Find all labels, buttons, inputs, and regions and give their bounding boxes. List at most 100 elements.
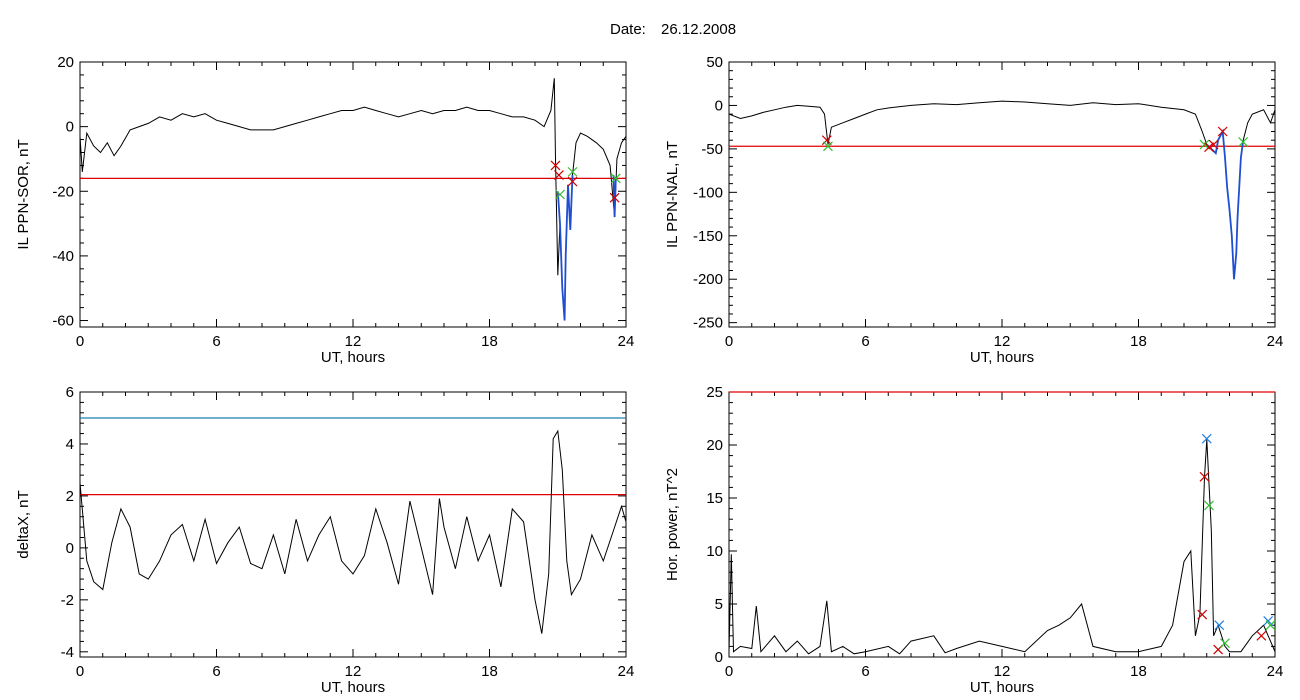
marker-stroke <box>567 166 578 177</box>
y-tick-label: 0 <box>715 649 723 666</box>
marker-red <box>553 170 564 181</box>
plot-frame <box>79 61 627 328</box>
x-tick-label: 18 <box>1130 333 1147 350</box>
y-tick-label: 0 <box>66 119 74 136</box>
series-group <box>729 439 1275 655</box>
y-tick-label: 20 <box>57 54 74 71</box>
marker-stroke <box>823 141 833 152</box>
x-tick-label: 18 <box>481 663 498 680</box>
y-tick-label: -50 <box>701 141 723 158</box>
y-axis-label: Hor. power, nT^2 <box>664 468 681 581</box>
marker-blue <box>1201 433 1212 444</box>
marker-red <box>1256 630 1267 641</box>
x-tick-label: 6 <box>861 663 869 680</box>
y-tick-label: 6 <box>66 384 74 401</box>
x-tick-label: 0 <box>725 663 733 680</box>
marker-green <box>1238 137 1249 147</box>
marker-stroke <box>1263 616 1274 626</box>
y-tick-label: 10 <box>706 543 723 560</box>
y-tick-label: -150 <box>693 228 723 245</box>
x-tick-label: 12 <box>994 333 1011 350</box>
y-tick-label: 4 <box>66 436 74 453</box>
series-group <box>80 78 626 321</box>
marker-stroke <box>1238 137 1249 147</box>
y-axis-label: deltaX, nT <box>15 490 32 558</box>
marker-red <box>550 160 561 171</box>
plot-frame <box>728 61 1276 328</box>
data-line <box>80 429 626 634</box>
marker-red <box>1204 142 1214 153</box>
y-tick-label: -200 <box>693 271 723 288</box>
marker-stroke <box>1197 609 1208 620</box>
x-tick-label: 12 <box>345 333 362 350</box>
y-tick-label: 20 <box>706 437 723 454</box>
x-tick-label: 12 <box>994 663 1011 680</box>
y-tick-label: -2 <box>61 592 74 609</box>
marker-green <box>1265 620 1276 631</box>
marker-stroke <box>1199 471 1210 482</box>
y-tick-label: -100 <box>693 184 723 201</box>
y-tick-label: -250 <box>693 315 723 332</box>
chart-p1: 0 6 12 18 24 -60 -40 -20 0 20 UT, hours IL PPN-SOR,… <box>15 54 634 366</box>
marker-red <box>609 192 620 203</box>
y-tick-label: 50 <box>706 54 723 71</box>
data-line <box>729 439 1275 655</box>
x-axis-label: UT, hours <box>321 349 385 366</box>
y-tick-label: -40 <box>52 248 74 265</box>
marker-green <box>1220 638 1230 649</box>
marker-stroke <box>1256 630 1267 641</box>
marker-red <box>821 135 832 146</box>
marker-stroke <box>1220 638 1230 649</box>
x-axis-label: UT, hours <box>321 679 385 696</box>
marker-red <box>1197 609 1208 620</box>
marker-red <box>1199 471 1210 482</box>
y-tick-label: -4 <box>61 644 74 661</box>
y-tick-label: -20 <box>52 183 74 200</box>
x-tick-label: 0 <box>725 333 733 350</box>
y-tick-label: 5 <box>715 596 723 613</box>
marker-stroke <box>1208 139 1219 150</box>
y-tick-label: 0 <box>715 97 723 114</box>
marker-green <box>555 189 565 200</box>
data-line <box>729 100 1275 280</box>
y-tick-label: 0 <box>66 540 74 557</box>
data-line <box>80 78 626 321</box>
x-tick-label: 18 <box>1130 663 1147 680</box>
y-tick-label: 15 <box>706 490 723 507</box>
marker-green <box>1199 139 1210 150</box>
plot-frame <box>728 391 1276 658</box>
series-group <box>729 100 1275 280</box>
series-group <box>80 429 626 634</box>
event-segment <box>612 175 617 218</box>
marker-green <box>610 173 621 184</box>
marker-stroke <box>550 160 561 171</box>
x-tick-label: 24 <box>618 333 635 350</box>
y-tick-label: 2 <box>66 488 74 505</box>
marker-stroke <box>1214 620 1225 631</box>
marker-stroke <box>555 189 565 200</box>
x-tick-label: 6 <box>861 333 869 350</box>
x-axis-label: UT, hours <box>970 349 1034 366</box>
y-axis-label: IL PPN-NAL, nT <box>664 141 681 248</box>
marker-stroke <box>1204 142 1214 153</box>
x-axis-label: UT, hours <box>970 679 1034 696</box>
marker-stroke <box>610 173 621 184</box>
marker-stroke <box>553 170 564 181</box>
x-tick-label: 6 <box>212 663 220 680</box>
marker-red <box>1208 139 1219 150</box>
marker-red <box>1217 126 1228 137</box>
marker-stroke <box>1204 500 1214 511</box>
marker-blue <box>1214 620 1225 631</box>
x-tick-label: 0 <box>76 663 84 680</box>
marker-stroke <box>821 135 832 146</box>
x-tick-label: 6 <box>212 333 220 350</box>
marker-green <box>567 166 578 177</box>
marker-green <box>1204 500 1214 511</box>
date-label: Date: <box>610 21 646 38</box>
marker-stroke <box>567 176 578 187</box>
marker-stroke <box>1201 433 1212 444</box>
x-tick-label: 18 <box>481 333 498 350</box>
marker-stroke <box>1265 620 1276 631</box>
